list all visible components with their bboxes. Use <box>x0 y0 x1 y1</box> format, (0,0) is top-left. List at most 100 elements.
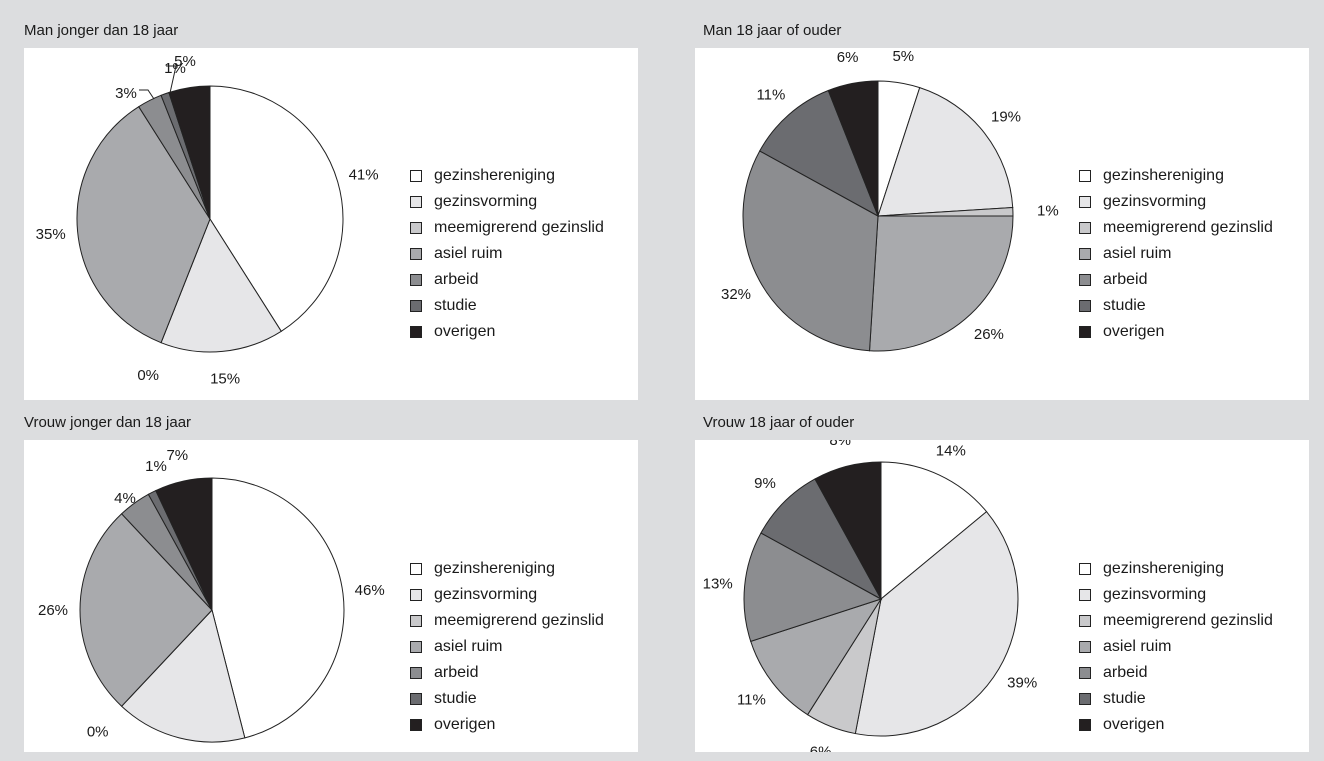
legend-swatch <box>1079 563 1091 575</box>
pie-chart-man-18-plus: 5% 19% 1% 26% 32% 11% 6% <box>721 48 1059 352</box>
legend-swatch <box>1079 248 1091 260</box>
slice-label-overigen: 5% <box>174 53 196 70</box>
legend-item: asiel ruim <box>410 634 604 660</box>
legend-label: gezinsvorming <box>434 586 538 603</box>
legend-label: asiel ruim <box>1103 245 1172 262</box>
slice-label-meemigrerend-gezinslid: 0% <box>137 367 159 384</box>
slice-label-meemigrerend-gezinslid: 1% <box>1037 203 1059 220</box>
legend-item: gezinsvorming <box>410 189 604 215</box>
legend-swatch <box>1079 170 1091 182</box>
legend-item: meemigrerend gezinslid <box>410 608 604 634</box>
legend-item: gezinshereniging <box>1079 163 1273 189</box>
slice-label-gezinshereniging: 41% <box>349 166 379 183</box>
slice-label-arbeid: 3% <box>115 85 137 102</box>
legend-label: overigen <box>1103 323 1165 340</box>
slice-label-gezinshereniging: 14% <box>936 443 966 460</box>
legend-swatch <box>1079 641 1091 653</box>
legend-label: studie <box>434 297 477 314</box>
legend-label: gezinshereniging <box>434 167 555 184</box>
legend-label: meemigrerend gezinslid <box>434 219 604 236</box>
legend-vrouw-18-plus: gezinshereniging gezinsvorming meemigreren… <box>1079 556 1273 738</box>
slice-label-arbeid: 13% <box>703 576 733 593</box>
legend-label: asiel ruim <box>1103 638 1172 655</box>
pie-slice-gezinsvorming <box>877 86 1014 217</box>
legend-swatch <box>410 667 422 679</box>
legend-item: asiel ruim <box>1079 241 1273 267</box>
slice-label-gezinshereniging: 46% <box>355 582 385 599</box>
legend-label: gezinsvorming <box>1103 193 1207 210</box>
legend-man-18-plus: gezinshereniging gezinsvorming meemigreren… <box>1079 163 1273 345</box>
legend-label: arbeid <box>434 664 479 681</box>
pie-slice-overigen <box>814 461 882 600</box>
legend-label: studie <box>1103 690 1146 707</box>
chart-panel-man-18-plus: 5% 19% 1% 26% 32% 11% 6% gezinshereniging gezin… <box>695 48 1309 400</box>
slice-label-gezinsvorming: 15% <box>210 370 240 387</box>
legend-swatch <box>410 693 422 705</box>
pie-slice-overigen <box>155 477 213 611</box>
legend-label: overigen <box>1103 716 1165 733</box>
legend-swatch <box>410 300 422 312</box>
chart-title-vrouw-under-18: Vrouw jonger dan 18 jaar <box>24 414 192 431</box>
legend-label: gezinshereniging <box>434 560 555 577</box>
legend-label: asiel ruim <box>434 245 503 262</box>
slice-label-overigen: 8% <box>829 440 851 449</box>
legend-swatch <box>410 170 422 182</box>
legend-item: arbeid <box>1079 660 1273 686</box>
legend-item: overigen <box>1079 712 1273 738</box>
legend-swatch <box>1079 667 1091 679</box>
pie-slice-arbeid <box>743 532 883 642</box>
pie-slice-studie <box>759 89 879 218</box>
legend-swatch <box>1079 196 1091 208</box>
legend-item: arbeid <box>410 660 604 686</box>
legend-item: meemigrerend gezinslid <box>1079 608 1273 634</box>
legend-label: studie <box>434 690 477 707</box>
legend-label: arbeid <box>1103 664 1148 681</box>
legend-label: studie <box>1103 297 1146 314</box>
legend-swatch <box>1079 589 1091 601</box>
legend-item: meemigrerend gezinslid <box>1079 215 1273 241</box>
pie-slice-gezinshereniging <box>209 85 344 332</box>
slice-label-meemigrerend-gezinslid: 0% <box>87 724 109 741</box>
legend-swatch <box>410 641 422 653</box>
slice-label-asiel-ruim: 26% <box>38 602 68 619</box>
legend-label: meemigrerend gezinslid <box>434 612 604 629</box>
legend-swatch <box>410 563 422 575</box>
legend-swatch <box>410 326 422 338</box>
slice-label-overigen: 6% <box>837 49 859 66</box>
legend-label: arbeid <box>434 271 479 288</box>
pie-slice-asiel-ruim <box>79 513 213 707</box>
slice-label-arbeid: 32% <box>721 286 751 303</box>
slice-label-asiel-ruim: 11% <box>737 692 766 709</box>
legend-swatch <box>410 589 422 601</box>
legend-label: meemigrerend gezinslid <box>1103 219 1273 236</box>
pie-slice-overigen <box>827 80 879 217</box>
leader-line <box>166 65 177 94</box>
legend-item: studie <box>1079 686 1273 712</box>
legend-item: gezinshereniging <box>410 163 604 189</box>
slice-label-gezinsvorming: 19% <box>991 109 1021 126</box>
slice-label-arbeid: 4% <box>114 490 136 507</box>
leader-line <box>139 89 155 100</box>
legend-label: asiel ruim <box>434 638 503 655</box>
pie-chart-vrouw-18-plus: 14% 39% 6% 11% 13% 9% 8% <box>703 440 1038 752</box>
pie-slice-gezinsvorming <box>120 608 246 743</box>
legend-label: gezinshereniging <box>1103 560 1224 577</box>
slice-label-studie: 9% <box>754 475 776 492</box>
pie-slice-asiel-ruim <box>868 215 1014 352</box>
legend-item: studie <box>410 293 604 319</box>
slice-label-asiel-ruim: 35% <box>36 226 66 243</box>
legend-vrouw-under-18: gezinshereniging gezinsvorming meemigreren… <box>410 556 604 738</box>
pie-slice-gezinsvorming <box>854 510 1019 737</box>
legend-swatch <box>410 248 422 260</box>
pie-slice-gezinshereniging <box>880 461 988 601</box>
legend-label: overigen <box>434 323 496 340</box>
legend-item: overigen <box>410 712 604 738</box>
legend-item: arbeid <box>410 267 604 293</box>
legend-item: arbeid <box>1079 267 1273 293</box>
legend-swatch <box>410 222 422 234</box>
legend-label: gezinsvorming <box>434 193 538 210</box>
legend-label: gezinsvorming <box>1103 586 1207 603</box>
legend-item: studie <box>410 686 604 712</box>
legend-swatch <box>410 274 422 286</box>
legend-swatch <box>410 196 422 208</box>
